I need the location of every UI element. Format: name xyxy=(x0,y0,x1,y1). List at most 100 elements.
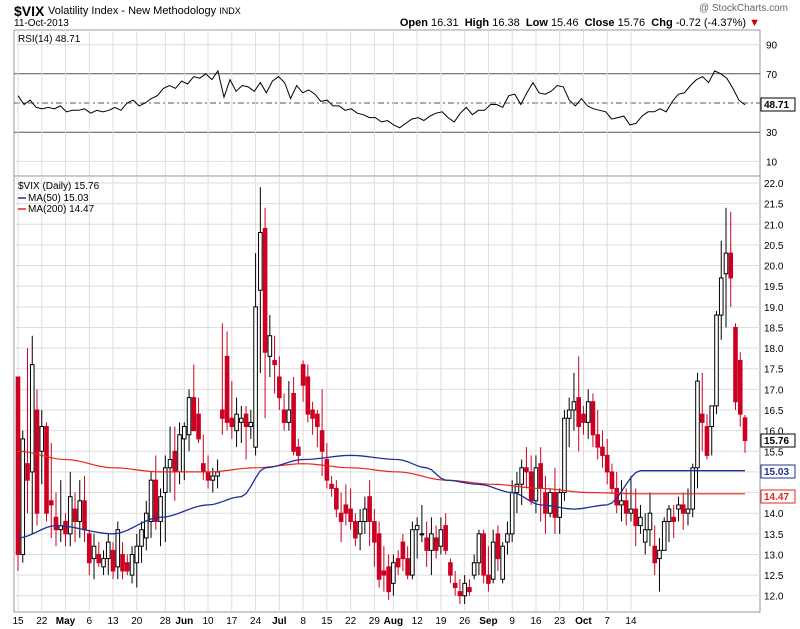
candle-body xyxy=(481,533,486,576)
candle xyxy=(500,542,505,584)
candle-body xyxy=(148,479,154,522)
candle-body xyxy=(201,463,206,473)
candle xyxy=(581,405,586,435)
candle-body xyxy=(362,508,368,522)
candle-body xyxy=(638,516,643,527)
rsi-label: RSI(14) 48.71 xyxy=(18,34,81,45)
candle-body xyxy=(604,454,610,473)
candle-body xyxy=(296,446,301,456)
price-tick-label: 13.0 xyxy=(764,550,784,561)
candle-body xyxy=(462,582,467,597)
candle-body xyxy=(96,553,102,564)
ma200-badge: 14.47 xyxy=(760,489,796,504)
candle xyxy=(685,488,691,526)
candle-body xyxy=(728,252,734,279)
candle xyxy=(476,529,482,576)
candle xyxy=(452,570,458,596)
candle xyxy=(737,352,743,427)
x-tick-label: 22 xyxy=(36,616,48,627)
candle xyxy=(566,397,572,448)
candle-body xyxy=(25,463,30,481)
candle-body xyxy=(15,376,21,555)
price-tick-label: 17.5 xyxy=(764,365,784,376)
rsi-panel: 9070503010 48.71 xyxy=(13,29,796,177)
candle xyxy=(704,414,710,460)
down-arrow-icon: ▼ xyxy=(749,17,760,29)
candle-body xyxy=(543,492,548,514)
candle xyxy=(562,410,567,501)
candle-body xyxy=(519,467,524,485)
candle xyxy=(34,389,40,526)
candle xyxy=(143,500,149,551)
candle-body xyxy=(267,335,273,357)
candle xyxy=(25,348,30,514)
candle-body xyxy=(353,520,358,539)
candle xyxy=(182,422,187,481)
candle-body xyxy=(124,562,130,572)
candle-body xyxy=(357,520,363,535)
candle-body xyxy=(433,537,439,551)
candle-body xyxy=(372,520,377,543)
candle-body xyxy=(585,401,591,423)
candle xyxy=(728,211,734,307)
candle xyxy=(258,187,263,373)
candle-body xyxy=(29,364,35,473)
candle-body xyxy=(652,545,658,564)
candle-body xyxy=(376,533,382,580)
price-tick-label: 18.0 xyxy=(764,344,784,355)
candle-body xyxy=(414,525,420,531)
candle xyxy=(300,360,306,402)
x-tick-label: 12 xyxy=(412,616,424,627)
candle xyxy=(315,410,320,448)
candle xyxy=(48,443,54,538)
candle xyxy=(467,579,472,596)
candle xyxy=(148,471,154,538)
candle xyxy=(253,253,258,456)
x-tick-label: Sep xyxy=(479,616,497,627)
candle xyxy=(277,356,282,411)
candle-body xyxy=(628,508,634,514)
candle xyxy=(623,488,629,526)
candle xyxy=(305,364,311,423)
candle-body xyxy=(666,508,672,522)
candle xyxy=(695,372,700,489)
candle-body xyxy=(139,529,144,547)
candle xyxy=(391,554,396,596)
candle-body xyxy=(429,533,434,551)
price-tick-label: 21.0 xyxy=(764,220,784,231)
candle xyxy=(628,476,634,522)
candle-body xyxy=(642,529,648,543)
x-tick-label: 6 xyxy=(86,616,92,627)
candle-body xyxy=(277,376,282,399)
candle-body xyxy=(400,541,406,560)
rsi-tick-label: 90 xyxy=(766,41,778,52)
candle-body xyxy=(699,413,705,423)
price-tick-label: 22.0 xyxy=(764,179,784,190)
candle-body xyxy=(134,545,140,564)
candle xyxy=(44,422,49,522)
candle-body xyxy=(486,574,491,584)
candle-body xyxy=(234,413,239,432)
ma50-line xyxy=(17,454,745,539)
candle-body xyxy=(338,512,344,522)
candle xyxy=(120,542,125,580)
candle xyxy=(386,554,391,600)
candle-body xyxy=(581,413,586,423)
candle-body xyxy=(633,508,639,527)
candle-body xyxy=(443,525,448,551)
candle-body xyxy=(590,401,596,436)
candle-body xyxy=(547,492,553,514)
candle xyxy=(319,389,325,477)
candle-body xyxy=(262,227,268,353)
candle xyxy=(424,521,429,567)
candle xyxy=(666,504,672,543)
x-tick-label: 22 xyxy=(345,616,357,627)
candle xyxy=(595,410,600,460)
candle xyxy=(514,471,520,514)
candle xyxy=(443,513,448,555)
price-tick-label: 15.5 xyxy=(764,447,784,458)
x-tick-label: 23 xyxy=(554,616,566,627)
candle-body xyxy=(248,421,254,428)
candle-body xyxy=(671,516,677,522)
